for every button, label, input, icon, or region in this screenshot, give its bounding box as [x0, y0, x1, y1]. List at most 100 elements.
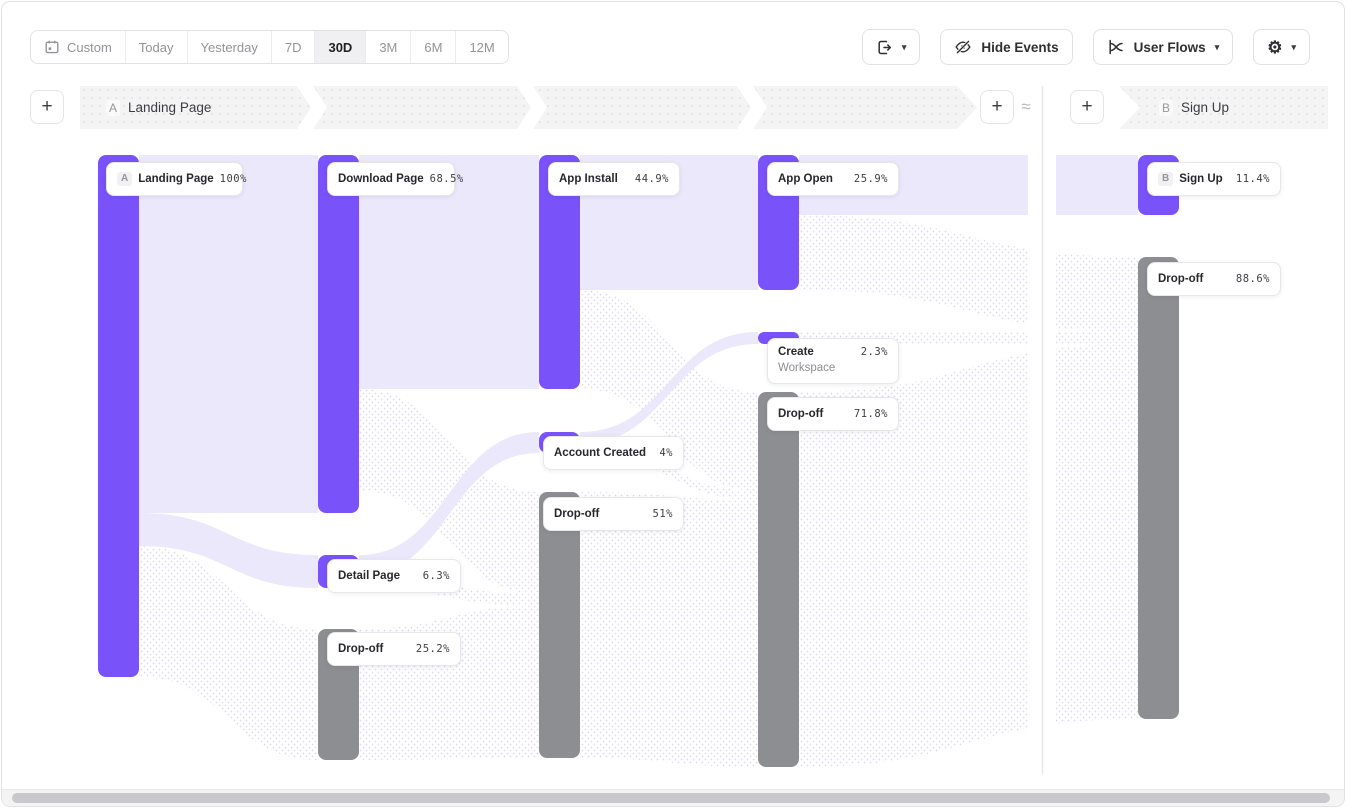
- node-value: 25.2%: [415, 643, 450, 655]
- node-label: App Install: [559, 172, 618, 186]
- add-step-button-start-b[interactable]: +: [1070, 90, 1104, 124]
- flow-node-landing-bar[interactable]: [98, 155, 139, 677]
- segment-b-title: Sign Up: [1181, 100, 1230, 115]
- eye-off-icon: [955, 39, 972, 55]
- node-label: Drop-off: [778, 407, 823, 421]
- date-range-label: Today: [138, 39, 174, 55]
- flow-node-dropoff3-card[interactable]: Drop-off 51%: [543, 497, 684, 531]
- flow-header-segment-b[interactable]: B Sign Up: [1119, 86, 1328, 129]
- add-step-button-end-a[interactable]: +: [980, 90, 1014, 124]
- node-label-text: Download Page: [338, 173, 424, 185]
- horizontal-scrollbar-thumb[interactable]: [12, 793, 1330, 803]
- node-label-secondary: Workspace: [778, 362, 836, 374]
- node-badge: B: [1158, 172, 1174, 186]
- toolbar-right: ▾ Hide Events User Flows ▾ ⚙ ▾: [861, 29, 1310, 65]
- date-range-30d[interactable]: 30D: [314, 31, 366, 63]
- node-label-text: App Install: [559, 173, 618, 185]
- date-range-label: 6M: [424, 39, 443, 55]
- flow-node-create_workspace-card[interactable]: Create Workspace 2.3%: [767, 338, 899, 384]
- section-gap: [1028, 137, 1056, 787]
- node-label-text: Drop-off: [778, 408, 824, 420]
- approx-join-symbol: ≈: [1021, 97, 1031, 116]
- calendar-icon: [45, 40, 59, 54]
- chevron-down-icon: ▾: [1214, 41, 1220, 52]
- flow-node-dropoff3-bar[interactable]: [539, 492, 580, 758]
- flow-link-dropoff2-to-dropoff3: [359, 606, 539, 760]
- flow-node-dropoff5-bar[interactable]: [1138, 257, 1179, 719]
- node-label: Account Created: [554, 446, 646, 460]
- node-label-text: Detail Page: [338, 570, 400, 582]
- node-value: 25.9%: [853, 173, 888, 185]
- date-range-label: 12M: [469, 39, 495, 55]
- node-value: 44.9%: [634, 173, 669, 185]
- flow-node-sign_up-card[interactable]: B Sign Up 11.4%: [1147, 162, 1281, 196]
- segment-b-label: B Sign Up: [1159, 99, 1230, 116]
- segment-a-title: Landing Page: [128, 100, 212, 115]
- flow-node-landing-card[interactable]: A Landing Page 100%: [106, 162, 246, 196]
- node-label: Create Workspace: [778, 345, 835, 375]
- node-label-text: Sign Up: [1179, 173, 1223, 185]
- node-value: 100%: [219, 173, 247, 185]
- export-button[interactable]: ▾: [861, 29, 921, 65]
- date-range-label: 7D: [284, 39, 302, 55]
- date-range-label: Custom: [67, 39, 112, 55]
- flow-node-detail-card[interactable]: Detail Page 6.3%: [327, 559, 461, 593]
- segment-a-badge: A: [106, 99, 121, 116]
- node-value: 88.6%: [1235, 273, 1270, 285]
- flow-link-landing-to-detail: [139, 513, 318, 588]
- date-range-3m[interactable]: 3M: [365, 31, 411, 63]
- node-value: 2.3%: [860, 346, 888, 358]
- date-range-label: 3M: [379, 39, 398, 55]
- node-label-text: Drop-off: [338, 643, 384, 655]
- flow-node-app_open-card[interactable]: App Open 25.9%: [767, 162, 899, 196]
- date-range-6m[interactable]: 6M: [410, 31, 456, 63]
- segment-a-label: A Landing Page: [106, 99, 212, 116]
- date-range-7d[interactable]: 7D: [270, 31, 315, 63]
- flow-link-detail-to-account_created: [359, 432, 539, 576]
- node-label-text: App Open: [778, 173, 833, 185]
- hide-events-label: Hide Events: [981, 39, 1059, 55]
- node-label-text: Drop-off: [554, 508, 600, 520]
- node-label: Sign Up: [1179, 172, 1222, 186]
- date-range-12m[interactable]: 12M: [455, 31, 508, 63]
- flow-node-app_install-bar[interactable]: [539, 155, 580, 389]
- date-range-yesterday[interactable]: Yesterday: [186, 31, 271, 63]
- flow-link-landing-to-download: [139, 155, 318, 513]
- date-range-today[interactable]: Today: [124, 31, 187, 63]
- settings-button[interactable]: ⚙ ▾: [1253, 29, 1310, 65]
- node-label: Landing Page: [138, 172, 213, 186]
- flow-link-account_created-to-create_workspace: [580, 332, 758, 444]
- flow-node-download-card[interactable]: Download Page 68.5%: [327, 162, 463, 196]
- node-value: 71.8%: [853, 408, 888, 420]
- node-label: Detail Page: [338, 569, 400, 583]
- flow-node-dropoff4-card[interactable]: Drop-off 71.8%: [767, 397, 899, 431]
- node-value: 6.3%: [422, 570, 450, 582]
- node-label-text: Account Created: [554, 447, 647, 459]
- date-range-label: 30D: [328, 39, 353, 55]
- chevron-down-icon: ▾: [1291, 41, 1296, 52]
- horizontal-scrollbar-track[interactable]: [2, 789, 1344, 806]
- flow-node-dropoff2-card[interactable]: Drop-off 25.2%: [327, 632, 461, 666]
- node-value: 11.4%: [1235, 173, 1270, 185]
- node-label: Drop-off: [338, 642, 383, 656]
- flow-node-download-bar[interactable]: [318, 155, 359, 513]
- node-label: Drop-off: [1158, 272, 1203, 286]
- flow-node-account_created-card[interactable]: Account Created 4%: [543, 436, 684, 470]
- chevron-down-icon: ▾: [901, 41, 907, 52]
- date-range-custom[interactable]: Custom: [31, 31, 125, 63]
- export-icon: [878, 40, 891, 54]
- node-badge: A: [117, 172, 133, 186]
- hide-events-button[interactable]: Hide Events: [940, 29, 1073, 65]
- segment-b-badge: B: [1159, 99, 1174, 116]
- flow-node-dropoff4-bar[interactable]: [758, 392, 799, 767]
- view-mode-label: User Flows: [1133, 39, 1206, 55]
- node-label-text: Create: [778, 346, 814, 358]
- flow-node-app_install-card[interactable]: App Install 44.9%: [548, 162, 680, 196]
- add-step-button-start[interactable]: +: [30, 90, 64, 124]
- flow-node-dropoff5-card[interactable]: Drop-off 88.6%: [1147, 262, 1281, 296]
- view-mode-button[interactable]: User Flows ▾: [1092, 29, 1234, 65]
- node-label: App Open: [778, 172, 833, 186]
- flow-link-app_open-to-dropoff5: [799, 215, 1138, 332]
- node-value: 4%: [659, 447, 673, 459]
